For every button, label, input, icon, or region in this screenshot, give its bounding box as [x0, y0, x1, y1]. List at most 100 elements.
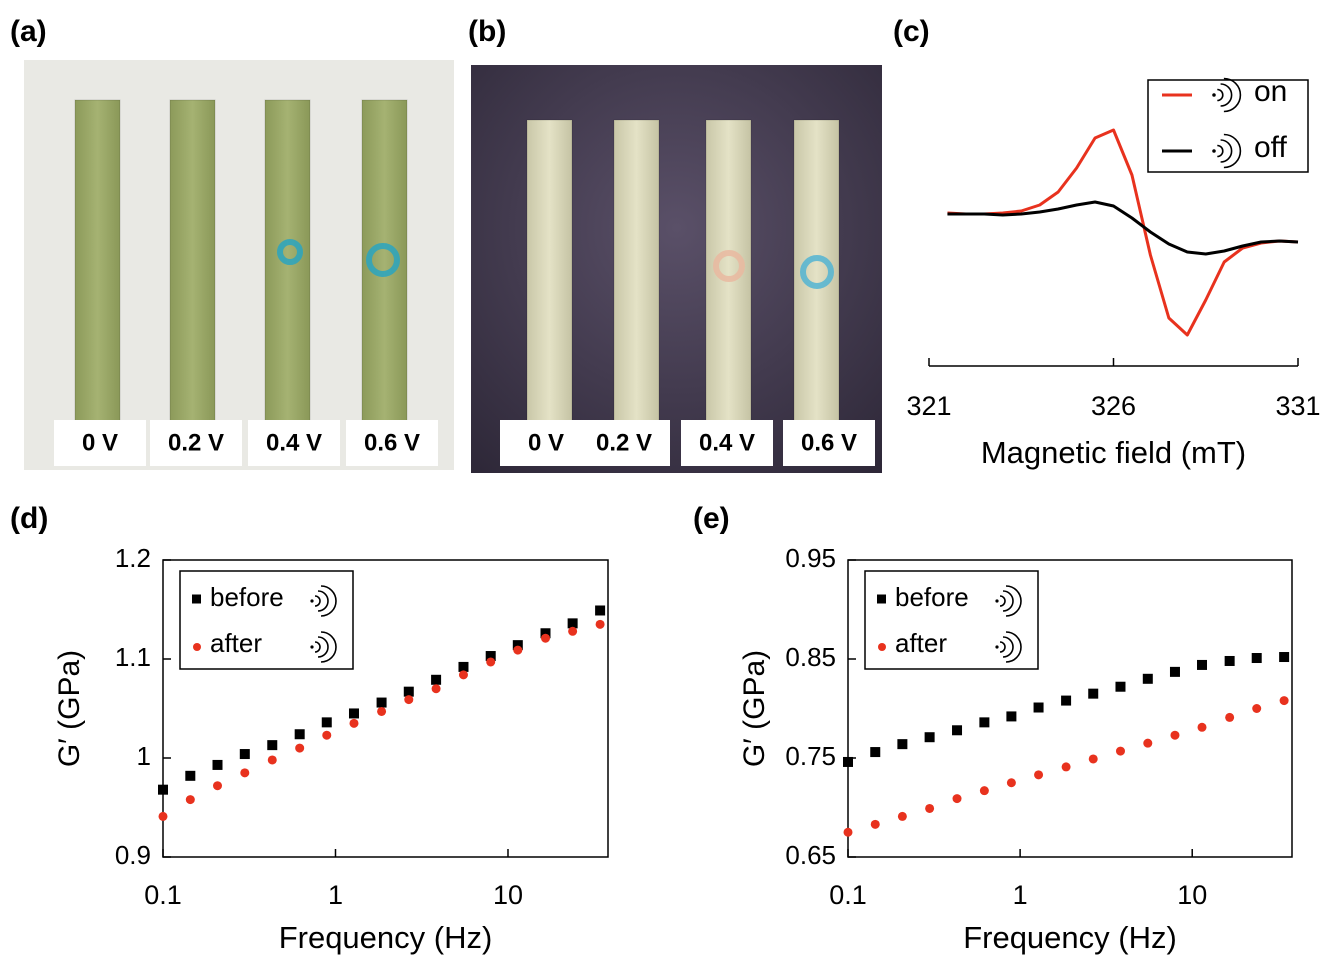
panel-label: (b) [468, 15, 506, 48]
data-point [432, 684, 441, 693]
x-tick-label: 0.1 [144, 880, 182, 910]
strip-label: 0.6 V [801, 429, 857, 456]
data-point [213, 781, 222, 790]
spectrum-line [947, 202, 1298, 254]
wave-icon [310, 645, 313, 648]
x-tick-label: 0.1 [829, 880, 867, 910]
data-point [1170, 731, 1179, 740]
data-point [486, 657, 495, 666]
x-tick-label: 1 [1013, 880, 1028, 910]
strip-label: 0.2 V [596, 429, 652, 456]
data-point [898, 812, 907, 821]
x-tick-label: 326 [1091, 391, 1136, 421]
data-point [952, 725, 962, 735]
legend-label: on [1254, 75, 1287, 108]
data-point [1252, 704, 1261, 713]
data-point [1225, 656, 1235, 666]
data-point [1062, 762, 1071, 771]
figure: (a)0 V0.2 V0.4 V0.6 V(b)0 V0.2 V0.4 V0.6… [0, 0, 1325, 961]
legend-swatch [193, 643, 201, 651]
data-point [925, 804, 934, 813]
data-point [295, 744, 304, 753]
sample-strip [527, 120, 572, 450]
y-tick-label: 0.95 [785, 543, 836, 573]
data-point [541, 634, 550, 643]
data-point [459, 670, 468, 679]
legend-swatch [878, 643, 886, 651]
strip-label: 0.4 V [699, 429, 755, 456]
data-point [1006, 711, 1016, 721]
sample-strip [170, 100, 215, 430]
y-axis-label: G′ (GPa) [53, 650, 86, 767]
data-point [897, 739, 907, 749]
data-point [1143, 739, 1152, 748]
data-point [1061, 696, 1071, 706]
x-tick-label: 10 [1177, 880, 1207, 910]
data-point [1252, 653, 1262, 663]
wave-icon [310, 599, 313, 602]
y-tick-label: 0.9 [115, 840, 151, 870]
data-point [513, 646, 522, 655]
wave-icon [995, 599, 998, 602]
data-point [377, 698, 387, 708]
data-point [240, 749, 250, 759]
legend-label: before [895, 582, 969, 612]
data-point [213, 760, 223, 770]
data-point [404, 695, 413, 704]
data-point [979, 717, 989, 727]
data-point [268, 755, 277, 764]
data-point [1280, 696, 1289, 705]
strip-label: 0.6 V [364, 429, 420, 456]
data-point [295, 729, 305, 739]
data-point [980, 786, 989, 795]
legend-label: before [210, 582, 284, 612]
data-point [322, 717, 332, 727]
data-point [267, 740, 277, 750]
data-point [595, 605, 605, 615]
data-point [1034, 770, 1043, 779]
data-point [871, 820, 880, 829]
strip-label: 0 V [528, 429, 564, 456]
data-point [158, 785, 168, 795]
data-point [1198, 723, 1207, 732]
y-tick-label: 0.65 [785, 840, 836, 870]
data-point [568, 627, 577, 636]
data-point [431, 675, 441, 685]
data-point [1143, 674, 1153, 684]
strip-label: 0 V [82, 429, 118, 456]
sample-strip [265, 100, 310, 430]
data-point [843, 757, 853, 767]
legend-label: after [210, 628, 262, 658]
data-point [349, 708, 359, 718]
data-point [1115, 682, 1125, 692]
x-axis-label: Frequency (Hz) [279, 920, 493, 955]
data-point [377, 707, 386, 716]
panel-label: (d) [10, 502, 48, 535]
x-tick-label: 1 [328, 880, 343, 910]
data-point [1034, 703, 1044, 713]
sample-strip [614, 120, 659, 450]
data-point [1279, 652, 1289, 662]
legend-swatch [877, 595, 886, 604]
y-tick-label: 0.85 [785, 642, 836, 672]
y-tick-label: 0.75 [785, 741, 836, 771]
data-point [322, 731, 331, 740]
data-point [844, 828, 853, 837]
strip-label: 0.4 V [266, 429, 322, 456]
data-point [953, 794, 962, 803]
x-tick-label: 321 [906, 391, 951, 421]
panel-label: (c) [893, 15, 930, 48]
data-point [349, 719, 358, 728]
data-point [185, 771, 195, 781]
data-point [1007, 778, 1016, 787]
x-tick-label: 10 [493, 880, 523, 910]
data-point [870, 747, 880, 757]
y-tick-label: 1.1 [115, 642, 151, 672]
data-point [1089, 754, 1098, 763]
data-point [1116, 747, 1125, 756]
panel-label: (a) [10, 15, 47, 48]
y-tick-label: 1.2 [115, 543, 151, 573]
panel-label: (e) [693, 502, 730, 535]
legend-swatch [192, 595, 201, 604]
wave-icon [1212, 93, 1216, 97]
